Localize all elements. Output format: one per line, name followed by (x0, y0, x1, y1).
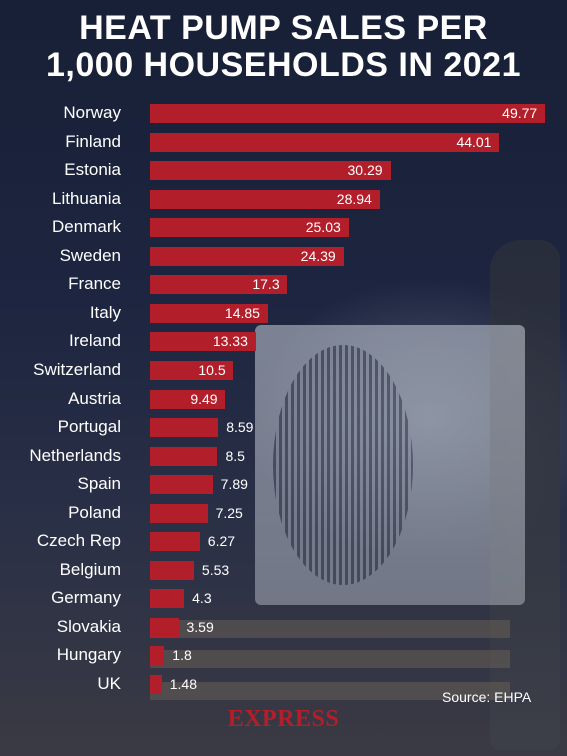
bar (150, 332, 256, 352)
category-label: Portugal (57, 417, 121, 437)
value-label: 1.8 (172, 647, 192, 664)
chart-title-line1: HEAT PUMP SALES PER (79, 9, 488, 47)
category-label: Spain (77, 474, 121, 494)
bar (150, 104, 546, 123)
value-label: 25.03 (305, 219, 341, 236)
value-label: 49.77 (502, 105, 538, 121)
value-label: 7.25 (215, 504, 243, 521)
category-label: Finland (65, 131, 121, 151)
background-heat-pump-unit (255, 325, 525, 605)
background-pallet (150, 620, 510, 638)
category-label: Denmark (52, 217, 121, 237)
value-label: 8.59 (226, 419, 254, 436)
category-label: Switzerland (33, 359, 121, 379)
value-label: 10.5 (198, 361, 226, 378)
bar (150, 360, 234, 380)
value-label: 14.85 (224, 304, 260, 321)
bar (150, 189, 380, 209)
category-label: Czech Rep (36, 531, 121, 551)
value-label: 13.33 (212, 333, 248, 350)
bar (150, 589, 185, 609)
category-label: Austria (68, 388, 121, 408)
value-label: 30.29 (347, 162, 383, 179)
bar (150, 389, 226, 409)
category-label: France (68, 274, 121, 294)
bar (150, 532, 200, 552)
category-label: Hungary (56, 645, 121, 665)
category-label: Belgium (59, 559, 121, 579)
bar (150, 675, 162, 694)
value-label: 3.59 (186, 618, 214, 635)
category-label: Lithuania (51, 188, 121, 208)
bar (150, 132, 500, 152)
category-label: Germany (51, 588, 121, 608)
value-label: 28.94 (336, 190, 372, 207)
value-label: 6.27 (207, 533, 236, 550)
bar (150, 475, 213, 495)
value-label: 5.53 (201, 561, 230, 578)
bar (150, 275, 288, 295)
express-logo: EXPRESS (227, 706, 340, 732)
bar (150, 503, 208, 523)
bar (150, 303, 268, 323)
value-label: 24.39 (300, 247, 336, 264)
value-label: 17.3 (252, 276, 280, 293)
bar (150, 646, 165, 666)
category-label: Netherlands (29, 445, 121, 465)
bar (150, 617, 179, 637)
value-label: 9.49 (190, 390, 218, 407)
bar (150, 418, 219, 438)
bar (150, 161, 391, 181)
bar (150, 560, 194, 580)
background-pallet (150, 650, 510, 668)
value-label: 44.01 (456, 133, 492, 150)
source-note: Source: EHPA (442, 689, 532, 705)
bar (150, 446, 218, 466)
value-label: 7.89 (220, 476, 248, 493)
category-label: Poland (68, 502, 121, 522)
unit-fan-grill (273, 345, 413, 585)
category-label: Slovakia (56, 616, 121, 636)
category-label: Ireland (69, 331, 121, 351)
category-label: Italy (89, 302, 121, 322)
category-label: UK (97, 674, 121, 693)
bar (150, 246, 344, 266)
category-label: Sweden (59, 245, 121, 265)
category-label: Norway (63, 103, 121, 122)
value-label: 8.5 (225, 447, 245, 464)
chart-title-line2: 1,000 HOUSEHOLDS IN 2021 (46, 46, 521, 84)
value-label: 4.3 (192, 590, 212, 607)
value-label: 1.48 (169, 676, 197, 692)
background-pallet (150, 682, 510, 700)
category-label: Estonia (64, 160, 121, 180)
bar (150, 218, 349, 238)
